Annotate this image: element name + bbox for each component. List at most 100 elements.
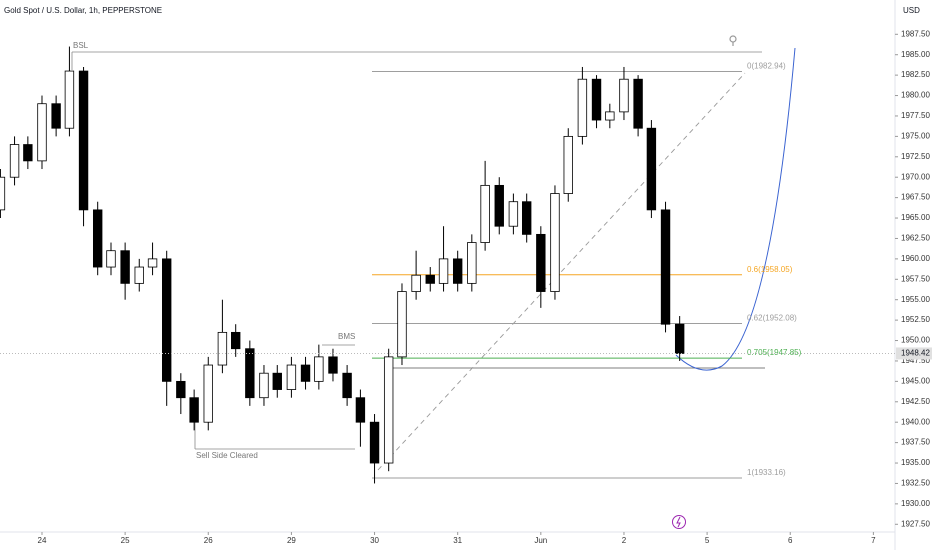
y-tick-label: 1935.00 [901, 458, 930, 467]
y-tick-label: 1970.00 [901, 172, 930, 181]
candle-body [23, 144, 33, 162]
annotation: Sell Side Cleared [196, 451, 258, 460]
y-tick-label: 1967.50 [901, 193, 930, 202]
y-tick-label: 1947.50 [901, 356, 930, 365]
candle-body [286, 364, 297, 390]
candle-body [425, 274, 435, 284]
y-tick-label: 1977.50 [901, 111, 930, 120]
candle-body [342, 372, 352, 399]
candle-body [272, 372, 282, 390]
x-tick-label: 26 [204, 536, 213, 545]
candle-body [203, 364, 213, 423]
annotation: BSL [73, 41, 89, 50]
x-tick-label: 5 [705, 536, 710, 545]
y-tick-label: 1957.50 [901, 274, 930, 283]
x-tick-label: 24 [38, 536, 47, 545]
y-tick-label: 1932.50 [901, 479, 930, 488]
y-tick-label: 1950.00 [901, 336, 930, 345]
candle-body [508, 201, 519, 227]
x-tick-label: 30 [370, 536, 379, 545]
candle-body [480, 184, 490, 243]
x-tick-label: 31 [453, 536, 462, 545]
candle-body [78, 70, 89, 211]
y-tick-label: 1975.00 [901, 131, 930, 140]
projection-curve [675, 47, 796, 371]
candle-body [161, 258, 172, 382]
fib-label: 0.6(1958.05) [747, 265, 793, 274]
candle-body [633, 78, 643, 129]
candle-body [0, 176, 6, 211]
y-tick-label: 1985.00 [901, 50, 930, 59]
currency: USD [903, 6, 920, 15]
candle-body [106, 250, 116, 268]
candle-body [438, 258, 449, 284]
y-tick-label: 1927.50 [901, 519, 930, 528]
candle-body [397, 291, 407, 358]
lightning-icon [672, 515, 686, 529]
candle-body [147, 258, 158, 268]
y-tick-label: 1942.50 [901, 397, 930, 406]
candle-body [176, 380, 186, 399]
y-tick-label: 1972.50 [901, 152, 930, 161]
candle-body [467, 242, 477, 284]
candle-body [619, 78, 629, 113]
candle-body [314, 356, 324, 382]
y-tick-label: 1952.50 [901, 315, 930, 324]
candle-body [37, 103, 47, 162]
x-tick-label: 2 [622, 536, 627, 545]
candle-body [674, 323, 685, 354]
x-tick-label: 7 [871, 536, 876, 545]
candle-body [452, 258, 463, 284]
candle-body [550, 193, 560, 292]
candle-body [355, 397, 366, 423]
candle-body [521, 201, 532, 235]
last-price-box [896, 347, 932, 360]
x-tick-label: Jun [534, 536, 547, 545]
pin-icon [729, 35, 737, 46]
candle-body [383, 356, 394, 464]
candle-body [64, 70, 75, 129]
chart-title: Gold Spot / U.S. Dollar, 1h, PEPPERSTONE [4, 6, 162, 15]
y-tick-label: 1987.50 [901, 29, 930, 38]
candle-body [605, 111, 615, 121]
candle-body [9, 144, 20, 178]
y-tick-label: 1962.50 [901, 234, 930, 243]
candle-body [245, 348, 255, 399]
x-tick-label: 25 [121, 536, 130, 545]
candle-body [231, 331, 241, 350]
last-price-label: 1948.42 [901, 349, 930, 358]
candle-body [577, 78, 588, 137]
x-tick-label: 29 [287, 536, 296, 545]
candle-body [51, 103, 61, 129]
candle-body [328, 356, 338, 374]
candle-body [563, 135, 573, 194]
annotation: BMS [338, 332, 355, 341]
fib-label: 0.62(1952.08) [747, 314, 797, 323]
y-tick-label: 1965.00 [901, 213, 930, 222]
fib-label: 1(1933.16) [747, 468, 786, 477]
candle-body [591, 78, 602, 121]
candle-body [189, 397, 199, 423]
candle-body [660, 209, 671, 325]
fib-label: 0(1982.94) [747, 62, 786, 71]
candle-body [92, 209, 103, 268]
candle-body [494, 184, 504, 227]
y-tick-label: 1980.00 [901, 91, 930, 100]
y-tick-label: 1955.00 [901, 295, 930, 304]
candle-body [536, 233, 546, 292]
fib-label: 0.705(1947.85) [747, 348, 802, 357]
candle-body [259, 372, 269, 399]
candle-body [369, 421, 380, 464]
candle-body [646, 127, 657, 211]
x-tick-label: 6 [788, 536, 793, 545]
candle-body [120, 250, 130, 284]
y-tick-label: 1930.00 [901, 499, 930, 508]
candle-body [300, 364, 311, 382]
y-tick-label: 1960.00 [901, 254, 930, 263]
candle-body [217, 331, 228, 366]
y-tick-label: 1940.00 [901, 417, 930, 426]
candle-body [134, 266, 144, 284]
y-tick-label: 1937.50 [901, 438, 930, 447]
fib-trend-line [377, 72, 746, 471]
